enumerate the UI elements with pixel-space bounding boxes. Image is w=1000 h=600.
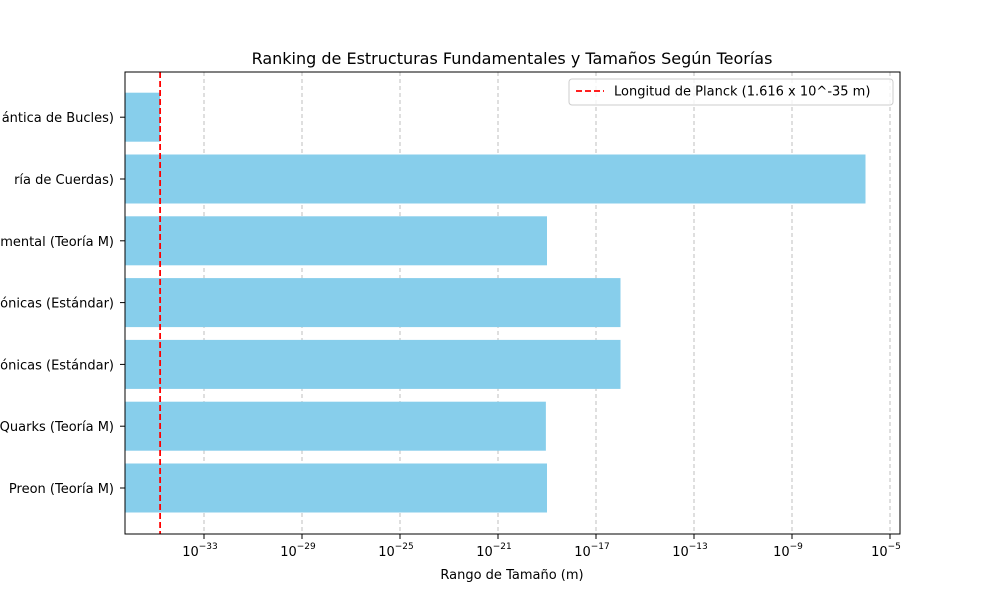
- bars: [125, 92, 866, 513]
- x-tick-label: 10−25: [378, 542, 414, 560]
- bar: [125, 278, 621, 328]
- x-axis-ticks: 10−33 10−29 10−25 10−21 10−17 10−13 10−9 10−5: [182, 534, 901, 560]
- chart-title: Ranking de Estructuras Fundamentales y T…: [252, 49, 773, 68]
- legend-box: [568, 78, 894, 106]
- bar: [125, 216, 547, 266]
- y-tick-label: ántica de Bucles): [2, 111, 114, 126]
- x-tick-label: 10−33: [182, 542, 218, 560]
- legend-label: Longitud de Planck (1.616 x 10^-35 m): [614, 85, 870, 100]
- x-tick-label: 10−17: [574, 542, 610, 560]
- x-tick-label: 10−29: [280, 542, 316, 560]
- x-tick-label: 10−21: [476, 542, 512, 560]
- bar: [125, 401, 546, 451]
- y-tick-label: ría de Cuerdas): [14, 173, 114, 188]
- legend: Longitud de Planck (1.616 x 10^-35 m): [568, 78, 894, 106]
- y-tick-label: mental (Teoría M): [0, 235, 114, 250]
- y-tick-label: Quarks (Teoría M): [0, 420, 114, 435]
- x-tick-label: 10−9: [773, 542, 803, 560]
- y-tick-label: ónicas (Estándar): [0, 297, 114, 312]
- bar: [125, 339, 621, 389]
- y-tick-label: ónicas (Estándar): [0, 358, 114, 373]
- x-tick-label: 10−13: [672, 542, 708, 560]
- bar: [125, 92, 161, 142]
- y-axis-ticks: Preon (Teoría M) Quarks (Teoría M) ónicas …: [0, 111, 125, 497]
- y-tick-label: Preon (Teoría M): [9, 482, 114, 497]
- x-axis-label: Rango de Tamaño (m): [440, 568, 583, 583]
- x-tick-label: 10−5: [871, 542, 901, 560]
- bar: [125, 463, 547, 513]
- bar: [125, 154, 866, 204]
